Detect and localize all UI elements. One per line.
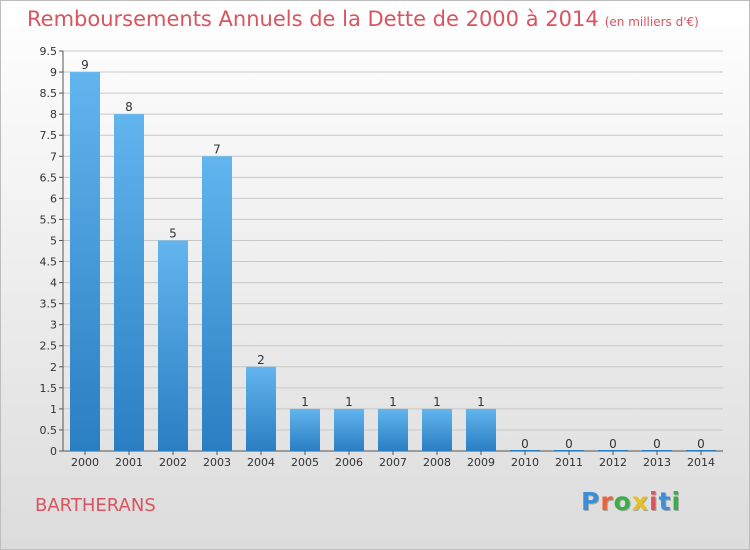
x-tick-label: 2009 <box>467 456 495 469</box>
y-tick-label: 4.5 <box>40 256 58 269</box>
data-label: 1 <box>389 395 397 409</box>
logo-letter: t <box>658 487 672 516</box>
bar <box>554 450 584 451</box>
chart-title: Remboursements Annuels de la Dette de 20… <box>27 7 699 31</box>
x-tick-label: 2002 <box>159 456 187 469</box>
x-tick-label: 2005 <box>291 456 319 469</box>
logo-letter: x <box>631 487 649 516</box>
data-label: 0 <box>653 437 661 451</box>
data-label: 0 <box>521 437 529 451</box>
data-label: 8 <box>125 100 133 114</box>
logo-letter: i <box>671 487 682 516</box>
data-label: 0 <box>697 437 705 451</box>
bar <box>290 408 320 451</box>
data-label: 7 <box>213 142 221 156</box>
bar <box>378 408 408 451</box>
proxiti-logo: Proxiti <box>581 487 681 516</box>
x-tick-label: 2013 <box>643 456 671 469</box>
bar <box>686 450 716 451</box>
x-tick-label: 2011 <box>555 456 583 469</box>
y-tick-label: 2.5 <box>40 340 58 353</box>
y-tick-label: 2 <box>50 361 57 374</box>
bar <box>422 408 452 451</box>
y-tick-label: 9 <box>50 66 57 79</box>
x-tick-label: 2006 <box>335 456 363 469</box>
logo-letter: o <box>613 487 632 516</box>
y-tick-label: 4 <box>50 277 57 290</box>
x-tick-label: 2012 <box>599 456 627 469</box>
data-label: 2 <box>257 353 265 367</box>
x-tick-label: 2010 <box>511 456 539 469</box>
data-label: 1 <box>301 395 309 409</box>
data-label: 0 <box>565 437 573 451</box>
y-tick-label: 7.5 <box>40 129 58 142</box>
y-tick-label: 6.5 <box>40 171 58 184</box>
y-tick-label: 9.5 <box>40 45 58 58</box>
data-label: 1 <box>477 395 485 409</box>
bar <box>510 450 540 451</box>
x-tick-label: 2004 <box>247 456 275 469</box>
y-tick-label: 3 <box>50 319 57 332</box>
y-tick-label: 5 <box>50 234 57 247</box>
x-tick-label: 2007 <box>379 456 407 469</box>
logo-letter: P <box>581 487 601 516</box>
data-label: 0 <box>609 437 617 451</box>
y-tick-label: 8.5 <box>40 87 58 100</box>
bar <box>598 450 628 451</box>
x-tick-label: 2001 <box>115 456 143 469</box>
data-label: 1 <box>345 395 353 409</box>
bar <box>114 114 144 451</box>
x-tick-label: 2008 <box>423 456 451 469</box>
x-tick-label: 2003 <box>203 456 231 469</box>
y-tick-label: 0 <box>50 445 57 458</box>
bar <box>70 72 100 451</box>
bar <box>466 408 496 451</box>
bar <box>334 408 364 451</box>
y-tick-label: 1.5 <box>40 382 58 395</box>
bar <box>158 240 188 451</box>
bar <box>202 156 232 451</box>
x-tick-label: 2000 <box>71 456 99 469</box>
data-label: 1 <box>433 395 441 409</box>
data-label: 5 <box>169 226 177 240</box>
y-tick-label: 0.5 <box>40 424 58 437</box>
y-tick-label: 6 <box>50 192 57 205</box>
chart-unit: (en milliers d'€) <box>604 15 699 29</box>
y-tick-label: 3.5 <box>40 298 58 311</box>
chart-title-text: Remboursements Annuels de la Dette de 20… <box>27 7 599 31</box>
bar <box>246 366 276 451</box>
y-tick-label: 1 <box>50 403 57 416</box>
y-tick-label: 5.5 <box>40 213 58 226</box>
y-tick-label: 7 <box>50 150 57 163</box>
logo-letter: r <box>600 487 614 516</box>
town-name: BARTHERANS <box>35 495 156 516</box>
y-tick-label: 8 <box>50 108 57 121</box>
bar <box>642 450 672 451</box>
logo-letter: i <box>649 487 659 516</box>
data-label: 9 <box>81 58 89 72</box>
x-tick-label: 2014 <box>687 456 715 469</box>
